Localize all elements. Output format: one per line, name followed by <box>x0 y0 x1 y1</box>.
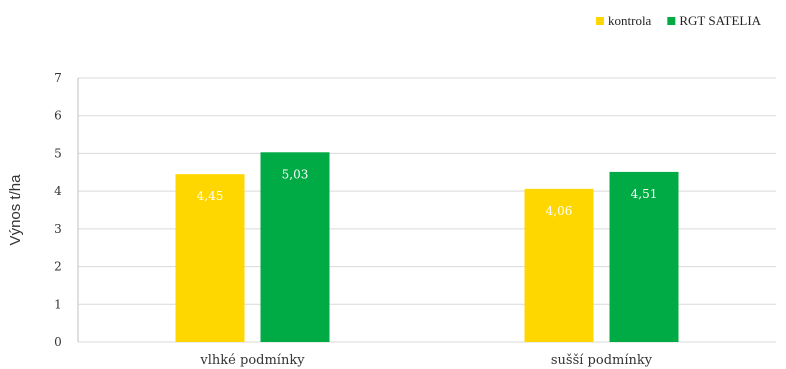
x-category-label: sušší podmínky <box>551 353 653 368</box>
legend-swatch <box>596 17 604 25</box>
legend: kontrola RGT SATELIA <box>596 13 762 28</box>
x-axis-categories: vlhké podmínky sušší podmínky <box>199 353 652 368</box>
y-axis-label: Výnos t/ha <box>7 174 24 246</box>
y-tick-label: 6 <box>54 109 62 123</box>
y-tick-label: 1 <box>54 297 62 311</box>
legend-label: kontrola <box>608 13 652 28</box>
y-tick-label: 7 <box>54 71 62 85</box>
data-label: 4,51 <box>631 187 658 201</box>
data-label: 5,03 <box>282 167 309 181</box>
data-labels: 4,45 5,03 4,06 4,51 <box>197 167 658 218</box>
y-tick-label: 3 <box>54 222 62 236</box>
bar-kontrola <box>524 188 594 342</box>
legend-label: RGT SATELIA <box>679 13 761 28</box>
bar-kontrola <box>175 174 245 342</box>
y-tick-label: 2 <box>54 260 62 274</box>
y-axis-ticks: 0 1 2 3 4 5 6 7 <box>54 71 62 349</box>
y-tick-label: 4 <box>54 184 62 198</box>
x-category-label: vlhké podmínky <box>199 353 305 368</box>
bar-rgt-satelia <box>260 152 330 342</box>
bars <box>175 152 679 342</box>
data-label: 4,45 <box>197 189 224 203</box>
y-tick-label: 0 <box>54 335 62 349</box>
y-tick-label: 5 <box>54 146 62 160</box>
legend-swatch <box>667 17 676 25</box>
bar-rgt-satelia <box>609 171 679 342</box>
data-label: 4,06 <box>546 204 573 218</box>
